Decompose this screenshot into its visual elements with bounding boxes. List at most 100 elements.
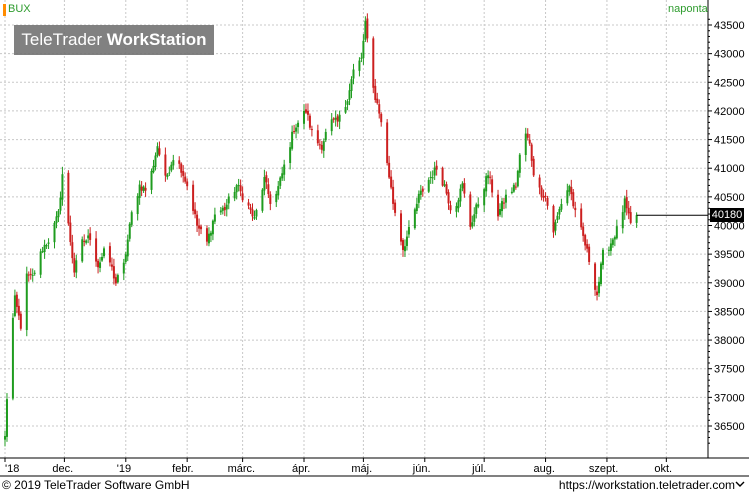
candle [554,219,557,236]
candle [621,205,624,234]
candle [289,142,292,170]
candle-body [574,207,577,211]
candle [71,234,74,264]
chevron-down-icon[interactable] [733,477,747,491]
candle [164,147,167,182]
x-tick-label: márc. [228,463,256,475]
candle-body [372,38,375,88]
candle-body [196,214,199,226]
candle [101,252,104,262]
candle-body [277,186,280,196]
candle-body [499,208,502,215]
candle-body [611,239,614,245]
candle [344,99,347,114]
candle [376,92,379,105]
candle-body [47,242,50,244]
candle-body [332,118,335,120]
y-tick-label: 38500 [714,306,745,318]
candle [435,160,438,176]
candle-body [186,181,189,187]
candle-body [407,226,410,235]
candle-body [17,305,20,316]
candle-body [463,183,466,194]
candle [306,103,309,121]
candle-body [213,214,216,222]
candle [283,159,286,181]
candle-body [421,188,424,192]
candle-body [19,313,22,329]
candle-body [374,85,377,100]
candle-body [150,170,153,190]
candle-body [596,291,599,296]
candle [421,186,424,197]
y-tick-label: 37000 [714,392,745,404]
candle [540,185,543,201]
candle-body [556,215,559,221]
candle [461,181,464,192]
candle-body [29,273,32,275]
candle-body [502,202,505,204]
candle-body [558,209,561,215]
candle-body [358,60,361,71]
candle [499,203,502,217]
candle [108,242,111,267]
candle-body [500,201,503,212]
candle [388,155,391,179]
candle-body [97,260,100,268]
candle [459,184,462,207]
candle [560,198,563,212]
candle-body [588,246,591,262]
candle [158,141,161,157]
candle [386,119,389,166]
candle-body [269,194,272,204]
logo-text-bold: WorkStation [106,30,207,49]
candle [33,270,36,276]
candle-body [306,110,309,115]
candle [237,178,240,192]
candle [39,248,42,279]
candle-body [152,165,155,173]
candle [53,220,56,249]
candle [219,206,222,215]
candle [293,124,296,134]
candle-body [552,205,555,233]
candle-body [449,205,452,211]
candle-body [378,104,381,114]
candle [350,76,353,99]
candle-body [249,207,252,210]
candle-body [419,190,422,195]
candle-body [627,207,630,214]
candle [320,140,323,154]
candle-body [352,69,355,79]
x-tick-label: júl. [471,463,486,475]
candle [392,179,395,210]
candle [297,120,300,134]
candle [524,127,527,162]
candle-body [364,20,367,40]
candle-body [170,164,173,171]
candle [558,206,561,220]
candle [516,169,519,188]
candle [15,291,18,314]
candle-body [293,131,296,133]
candle-body [455,206,458,212]
candle [281,166,284,181]
instrument-symbol[interactable]: BUX [8,3,31,15]
candle [413,207,416,230]
candle-body [209,232,212,236]
candle [11,313,14,401]
candle-body [304,109,307,113]
candle [625,189,628,216]
candle [47,238,50,249]
candle-body [401,240,404,250]
candle [469,191,472,230]
candle [532,156,535,177]
candle-body [211,220,214,235]
period-label[interactable]: naponta [668,3,708,15]
candle-body [31,274,34,276]
footer-url[interactable]: https://workstation.teletrader.com [558,478,735,492]
symbol-color-marker [3,4,6,16]
candle [83,234,86,247]
candle [114,273,117,286]
